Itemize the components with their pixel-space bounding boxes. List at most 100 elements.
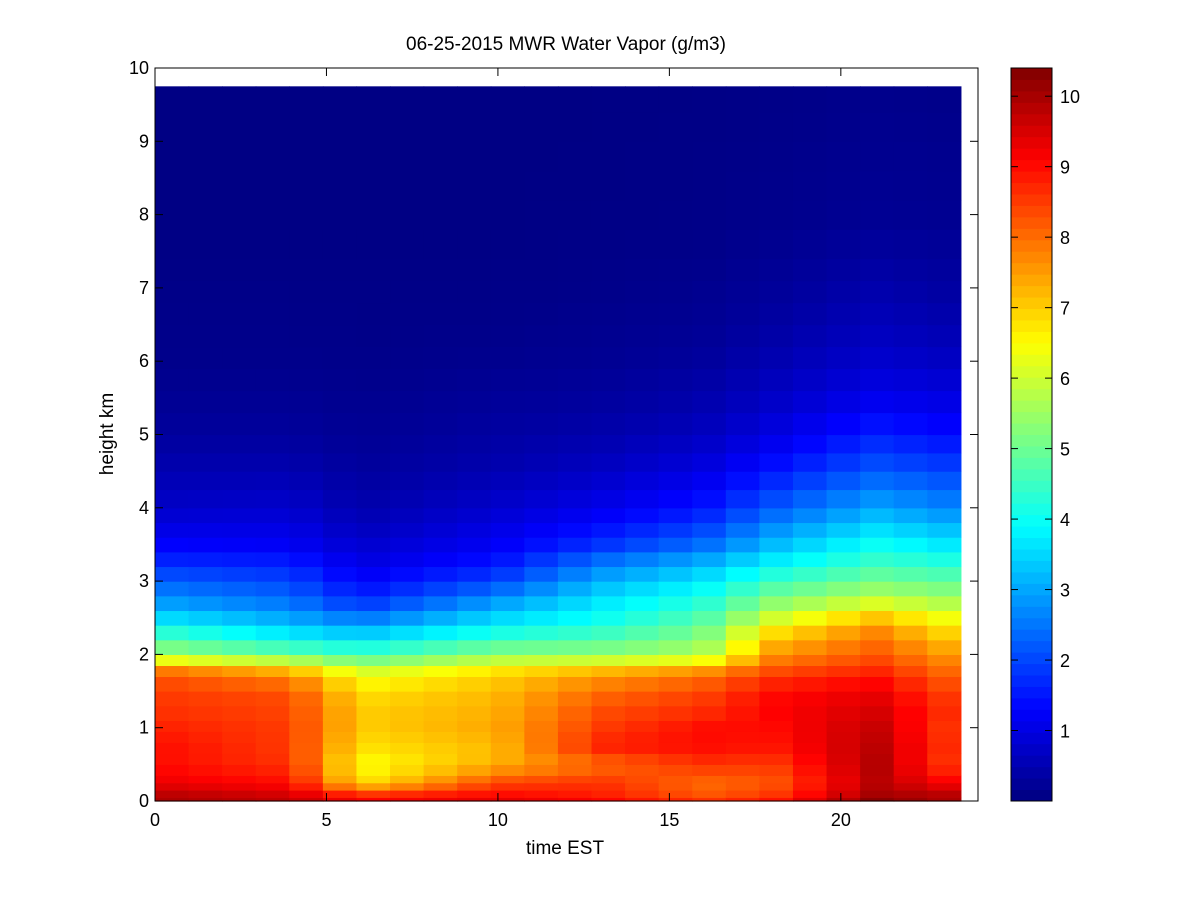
heatmap-cell bbox=[390, 654, 425, 666]
heatmap-cell bbox=[826, 753, 861, 765]
heatmap-cell bbox=[557, 731, 593, 743]
heatmap-cell bbox=[524, 797, 559, 802]
heatmap-cell bbox=[524, 324, 559, 348]
heatmap-cell bbox=[759, 346, 794, 370]
heatmap-cell bbox=[322, 537, 358, 553]
heatmap-cell bbox=[625, 731, 660, 743]
heatmap-cell bbox=[457, 782, 492, 791]
heatmap-cell bbox=[188, 452, 223, 472]
heatmap-cell bbox=[423, 676, 458, 692]
colorbar-swatch bbox=[1011, 342, 1052, 355]
heatmap-cell bbox=[860, 566, 895, 582]
heatmap-cell bbox=[860, 720, 895, 732]
heatmap-cell bbox=[457, 302, 492, 326]
heatmap-cell bbox=[759, 141, 794, 172]
heatmap-cell bbox=[524, 522, 559, 538]
heatmap-cell bbox=[222, 280, 257, 304]
heatmap-cell bbox=[390, 141, 425, 172]
heatmap-cell bbox=[591, 742, 626, 754]
heatmap-cell bbox=[927, 720, 962, 732]
heatmap-cell bbox=[322, 111, 358, 142]
heatmap-cell bbox=[423, 507, 458, 524]
heatmap-cell bbox=[927, 753, 962, 765]
heatmap-cell bbox=[188, 610, 223, 626]
heatmap-cell bbox=[927, 412, 962, 436]
heatmap-cell bbox=[490, 566, 525, 582]
heatmap-cell bbox=[625, 229, 660, 260]
heatmap-cell bbox=[692, 782, 727, 791]
heatmap-cell bbox=[188, 170, 223, 201]
heatmap-cell bbox=[692, 199, 727, 230]
heatmap-cell bbox=[289, 595, 324, 612]
heatmap-cell bbox=[692, 346, 727, 370]
heatmap-cell bbox=[927, 111, 962, 142]
colorbar-gradient bbox=[1011, 68, 1052, 802]
heatmap-cell bbox=[927, 639, 962, 655]
heatmap-cell bbox=[255, 111, 290, 142]
colorbar-swatch bbox=[1011, 182, 1052, 195]
heatmap-cell bbox=[188, 346, 223, 370]
heatmap-cell bbox=[490, 742, 525, 754]
heatmap-cell bbox=[826, 390, 861, 414]
heatmap-cell bbox=[826, 610, 861, 626]
colorbar-swatch bbox=[1011, 365, 1052, 378]
heatmap-cell bbox=[893, 452, 928, 472]
heatmap-cell bbox=[423, 625, 458, 641]
heatmap-cell bbox=[893, 625, 928, 641]
heatmap-cell bbox=[860, 258, 895, 282]
heatmap-cell bbox=[591, 720, 626, 732]
heatmap-cell bbox=[423, 412, 458, 436]
heatmap-cell bbox=[591, 753, 626, 765]
heatmap-cell bbox=[826, 797, 861, 802]
heatmap-cell bbox=[792, 625, 828, 641]
colorbar-swatch bbox=[1011, 526, 1052, 539]
heatmap-cell bbox=[222, 705, 257, 721]
x-tick-label: 20 bbox=[831, 810, 851, 830]
heatmap-cell bbox=[557, 720, 593, 732]
heatmap-cell bbox=[222, 731, 257, 743]
heatmap-cell bbox=[390, 412, 425, 436]
heatmap-cell bbox=[188, 507, 223, 524]
heatmap-cell bbox=[188, 566, 223, 582]
heatmap-cell bbox=[725, 199, 760, 230]
heatmap-cell bbox=[860, 141, 895, 172]
heatmap-cell bbox=[625, 507, 660, 524]
heatmap-cell bbox=[860, 86, 895, 113]
heatmap-cell bbox=[188, 790, 223, 798]
heatmap-cell bbox=[322, 551, 358, 568]
heatmap-cell bbox=[759, 537, 794, 553]
heatmap-cell bbox=[927, 566, 962, 582]
heatmap-cell bbox=[759, 742, 794, 754]
colorbar-swatch bbox=[1011, 468, 1052, 481]
heatmap-cell bbox=[692, 390, 727, 414]
heatmap-cell bbox=[826, 742, 861, 754]
heatmap-cell bbox=[188, 775, 223, 784]
heatmap-cell bbox=[658, 753, 693, 765]
heatmap-cell bbox=[591, 537, 626, 553]
heatmap-cell bbox=[356, 280, 391, 304]
heatmap-cell bbox=[356, 489, 391, 509]
heatmap-cell bbox=[557, 625, 593, 641]
heatmap-cell bbox=[322, 742, 358, 754]
heatmap-cell bbox=[860, 507, 895, 524]
heatmap-cell bbox=[289, 790, 324, 798]
heatmap-cell bbox=[289, 199, 324, 230]
heatmap-cell bbox=[725, 471, 760, 491]
heatmap-cell bbox=[591, 797, 626, 802]
heatmap-cell bbox=[322, 691, 358, 707]
heatmap-cell bbox=[490, 199, 525, 230]
heatmap-cell bbox=[591, 111, 626, 142]
heatmap-cell bbox=[490, 595, 525, 612]
colorbar-swatch bbox=[1011, 331, 1052, 344]
heatmap-cell bbox=[860, 452, 895, 472]
heatmap-cell bbox=[390, 258, 425, 282]
heatmap-cell bbox=[927, 489, 962, 509]
heatmap-cell bbox=[155, 111, 190, 142]
heatmap-cell bbox=[692, 665, 727, 677]
heatmap-cell bbox=[557, 324, 593, 348]
heatmap-cell bbox=[524, 775, 559, 784]
heatmap-cell bbox=[826, 368, 861, 392]
heatmap-cell bbox=[860, 581, 895, 597]
heatmap-cell bbox=[155, 753, 190, 765]
heatmap-cell bbox=[826, 595, 861, 612]
